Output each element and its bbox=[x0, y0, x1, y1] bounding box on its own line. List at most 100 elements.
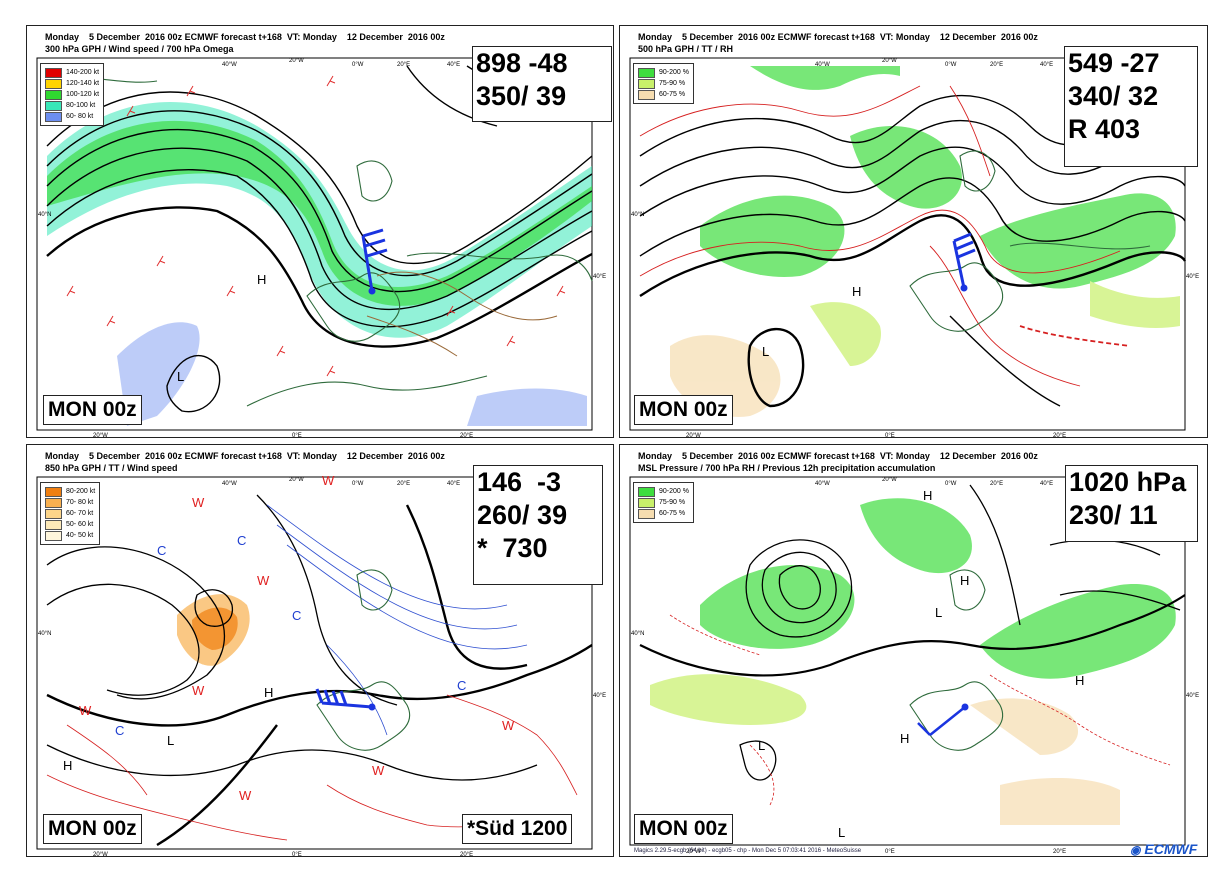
station-info-box: 1020 hPa 230/ 11 bbox=[1065, 465, 1198, 542]
legend-swatch bbox=[45, 519, 62, 530]
legend-item: 60-75 % bbox=[638, 508, 689, 519]
high-pressure-label: H bbox=[923, 488, 932, 503]
legend-item: 75-90 % bbox=[638, 497, 689, 508]
cold-center-label: C bbox=[115, 723, 124, 738]
legend-swatch bbox=[45, 497, 62, 508]
legend-item: 60- 80 kt bbox=[45, 111, 99, 122]
legend-swatch bbox=[45, 67, 62, 78]
warm-center-label: W bbox=[79, 703, 92, 718]
svg-text:20°E: 20°E bbox=[397, 481, 410, 487]
low-pressure-label: L bbox=[935, 605, 942, 620]
snow-line-tag: *Süd 1200 bbox=[462, 814, 573, 844]
cold-center-label: C bbox=[237, 533, 246, 548]
svg-text:40°E: 40°E bbox=[447, 62, 460, 68]
high-pressure-label: H bbox=[852, 284, 861, 299]
svg-text:0°E: 0°E bbox=[885, 433, 895, 439]
warm-center-label: W bbox=[192, 683, 205, 698]
svg-text:40°E: 40°E bbox=[1186, 274, 1199, 280]
legend-swatch bbox=[638, 508, 655, 519]
svg-text:40°N: 40°N bbox=[38, 212, 51, 218]
low-pressure-label: L bbox=[167, 733, 174, 748]
svg-text:0°W: 0°W bbox=[352, 62, 364, 68]
svg-text:0°E: 0°E bbox=[885, 849, 895, 855]
svg-text:20°W: 20°W bbox=[882, 477, 897, 483]
legend-item: 60- 70 kt bbox=[45, 508, 95, 519]
panel-subheader: MSL Pressure / 700 hPa RH / Previous 12h… bbox=[638, 463, 936, 473]
warm-center-label: W bbox=[502, 718, 515, 733]
svg-text:40°W: 40°W bbox=[815, 481, 830, 487]
svg-text:0°W: 0°W bbox=[352, 481, 364, 487]
legend-item: 40- 50 kt bbox=[45, 530, 95, 541]
wind-speed-legend: 140-200 kt 120-140 kt 100-120 kt 80-100 … bbox=[40, 63, 105, 126]
station-info-box: 146 -3 260/ 39 * 730 bbox=[473, 465, 603, 585]
svg-text:40°E: 40°E bbox=[1040, 481, 1053, 487]
svg-text:0°W: 0°W bbox=[945, 481, 957, 487]
svg-text:40°N: 40°N bbox=[631, 212, 644, 218]
ecmwf-logo: ◉ ECMWF bbox=[1130, 841, 1198, 857]
ecmwf-logo-icon: ◉ bbox=[1130, 843, 1141, 857]
legend-swatch bbox=[638, 497, 655, 508]
legend-item: 120-140 kt bbox=[45, 78, 99, 89]
footer-credit: Magics 2.29.5-ecgb (64 bit) - ecgb05 - c… bbox=[634, 848, 862, 854]
legend-item: 75-90 % bbox=[638, 78, 689, 89]
svg-text:40°W: 40°W bbox=[815, 62, 830, 68]
weather-map: H L 40°W 20°W 0°W 20°E 40°E 20°W 0°E 20°… bbox=[629, 57, 1199, 439]
legend-item: 100-120 kt bbox=[45, 89, 99, 100]
low-pressure-label: L bbox=[762, 344, 769, 359]
legend-item: 80-200 kt bbox=[45, 486, 95, 497]
high-pressure-label: H bbox=[960, 573, 969, 588]
svg-text:40°W: 40°W bbox=[222, 481, 237, 487]
legend-swatch bbox=[638, 67, 655, 78]
cold-center-label: C bbox=[292, 608, 301, 623]
legend-swatch bbox=[638, 486, 655, 497]
svg-text:40°E: 40°E bbox=[1040, 62, 1053, 68]
svg-text:20°E: 20°E bbox=[460, 852, 473, 858]
legend-item: 140-200 kt bbox=[45, 67, 99, 78]
panel-500hpa: Monday 5 December 2016 00z ECMWF forecas… bbox=[619, 25, 1208, 439]
svg-text:20°W: 20°W bbox=[289, 58, 304, 64]
panel-msl: Monday 5 December 2016 00z ECMWF forecas… bbox=[619, 444, 1208, 857]
low-pressure-label: L bbox=[758, 738, 765, 753]
panel-header: Monday 5 December 2016 00z ECMWF forecas… bbox=[45, 32, 445, 42]
high-pressure-label: H bbox=[900, 731, 909, 746]
high-pressure-label: H bbox=[1075, 673, 1084, 688]
humidity-legend: 90-200 % 75-90 % 60-75 % bbox=[633, 482, 694, 523]
panel-header: Monday 5 December 2016 00z ECMWF forecas… bbox=[638, 32, 1038, 42]
svg-text:20°W: 20°W bbox=[686, 433, 701, 439]
legend-swatch bbox=[638, 89, 655, 100]
high-pressure-label: H bbox=[264, 685, 273, 700]
legend-swatch bbox=[638, 78, 655, 89]
high-pressure-label: H bbox=[257, 272, 266, 287]
station-info-box: 549 -27 340/ 32 R 403 bbox=[1064, 46, 1198, 167]
legend-item: 70- 80 kt bbox=[45, 497, 95, 508]
legend-item: 60-75 % bbox=[638, 89, 689, 100]
legend-swatch bbox=[45, 111, 62, 122]
svg-text:0°E: 0°E bbox=[292, 433, 302, 439]
svg-text:20°E: 20°E bbox=[397, 62, 410, 68]
svg-text:0°E: 0°E bbox=[292, 852, 302, 858]
svg-text:0°W: 0°W bbox=[945, 62, 957, 68]
svg-text:20°E: 20°E bbox=[1053, 849, 1066, 855]
humidity-legend: 90-200 % 75-90 % 60-75 % bbox=[633, 63, 694, 104]
panel-850hpa: Monday 5 December 2016 00z ECMWF forecas… bbox=[26, 444, 614, 858]
svg-text:20°W: 20°W bbox=[93, 433, 108, 439]
station-info-box: 898 -48 350/ 39 bbox=[472, 46, 612, 122]
panel-header: Monday 5 December 2016 00z ECMWF forecas… bbox=[45, 451, 445, 461]
warm-center-label: W bbox=[257, 573, 270, 588]
svg-text:20°W: 20°W bbox=[882, 58, 897, 64]
svg-text:40°E: 40°E bbox=[593, 693, 606, 699]
svg-text:40°W: 40°W bbox=[222, 62, 237, 68]
svg-text:20°W: 20°W bbox=[289, 477, 304, 483]
svg-text:20°E: 20°E bbox=[460, 433, 473, 439]
valid-time-tag: MON 00z bbox=[43, 395, 142, 425]
panel-subheader: 300 hPa GPH / Wind speed / 700 hPa Omega bbox=[45, 44, 234, 54]
panel-header: Monday 5 December 2016 00z ECMWF forecas… bbox=[638, 451, 1038, 461]
svg-text:40°E: 40°E bbox=[593, 274, 606, 280]
panel-subheader: 850 hPa GPH / TT / Wind speed bbox=[45, 463, 178, 473]
cold-center-label: C bbox=[457, 678, 466, 693]
legend-swatch bbox=[45, 486, 62, 497]
svg-text:20°W: 20°W bbox=[686, 849, 701, 855]
svg-text:20°E: 20°E bbox=[990, 62, 1003, 68]
legend-item: 90-200 % bbox=[638, 67, 689, 78]
high-pressure-label: H bbox=[63, 758, 72, 773]
